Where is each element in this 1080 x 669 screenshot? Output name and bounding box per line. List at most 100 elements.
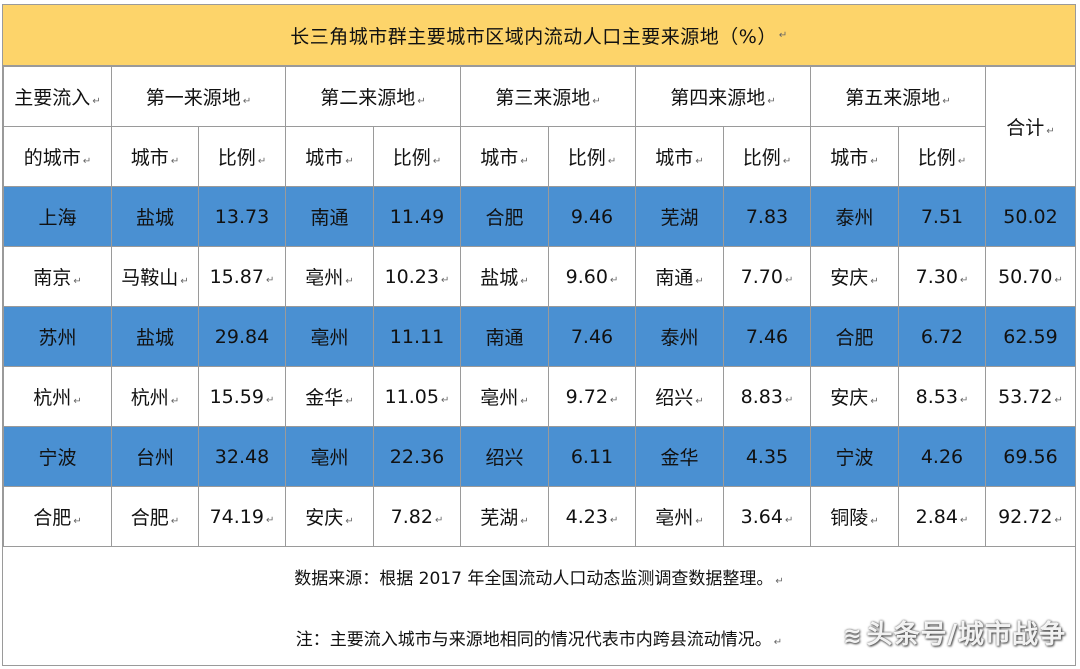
header-row-1: 主要流入 ↵ 第一来源地 ↵ 第二来源地 ↵ 第三来源地 ↵ 第四来源地 ↵ 第五来源地 ↵… xyxy=(3,66,1076,187)
header-source-5: 第五来源地 ↵ xyxy=(810,66,986,127)
table-row: 上海 盐城 13.73 南通 11.49 合肥 9.46 芜湖 7.83 泰州 7.51 50.02 xyxy=(3,186,1076,247)
subheader-ratio-3: 比例 ↵ xyxy=(548,126,636,187)
source-city-cell: 安庆 ↵ xyxy=(810,366,899,427)
source-city-cell: 安庆 ↵ xyxy=(285,486,374,547)
header-source-1: 第一来源地 ↵ xyxy=(111,66,286,127)
source-ratio-cell: 4.23 ↵ xyxy=(548,486,636,547)
table-row: 苏州 盐城 29.84 亳州 11.11 南通 7.46 泰州 7.46 合肥 6.72 62.59 xyxy=(3,306,1076,367)
source-city-cell: 盐城 xyxy=(111,306,199,367)
source-ratio-cell: 2.84 ↵ xyxy=(898,486,986,547)
table-footer: 数据来源：根据 2017 年全国流动人口动态监测调查数据整理。 ↵ 注：主要流入城… xyxy=(3,546,1075,665)
source-city-cell: 绍兴 ↵ xyxy=(635,366,724,427)
source-city-cell: 安庆 ↵ xyxy=(810,246,899,307)
data-table: 主要流入 ↵ 第一来源地 ↵ 第二来源地 ↵ 第三来源地 ↵ 第四来源地 ↵ 第五来源地 ↵… xyxy=(3,66,1076,547)
table-title-text: 长三角城市群主要城市区域内流动人口主要来源地（%） xyxy=(290,25,777,48)
footnote: 注：主要流入城市与来源地相同的情况代表市内跨县流动情况。 ↵ xyxy=(295,630,783,650)
source-city-cell: 铜陵 ↵ xyxy=(810,486,899,547)
watermark: ≋ 头条号/城市战争 xyxy=(843,614,1066,651)
header-total: 合计 ↵ xyxy=(985,66,1076,187)
header-row-2: 的城市 ↵ 城市 ↵ 比例 ↵ 城市 ↵ 比例 ↵ 城市 ↵ 比例 ↵ 城市 ↵ 比例 ↵ 城市 ↵ 比例 ↵ xyxy=(3,126,1076,187)
subheader-city-5: 城市 ↵ xyxy=(810,126,899,187)
source-ratio-cell: 15.87 ↵ xyxy=(198,246,286,307)
source-ratio-cell: 11.11 xyxy=(373,306,461,367)
source-ratio-cell: 9.46 xyxy=(548,186,636,247)
source-ratio-cell: 7.51 xyxy=(898,186,986,247)
source-city-cell: 亳州 ↵ xyxy=(285,246,374,307)
subheader-city-3: 城市 ↵ xyxy=(460,126,549,187)
source-ratio-cell: 9.60 ↵ xyxy=(548,246,636,307)
header-main-city-bottom: 的城市 ↵ xyxy=(3,126,112,187)
table-title: 长三角城市群主要城市区域内流动人口主要来源地（%） ↵ xyxy=(3,5,1075,66)
source-city-cell: 合肥 ↵ xyxy=(111,486,199,547)
source-ratio-cell: 7.70 ↵ xyxy=(723,246,811,307)
subheader-city-4: 城市 ↵ xyxy=(635,126,724,187)
subheader-city-1: 城市 ↵ xyxy=(111,126,199,187)
source-city-cell: 泰州 xyxy=(810,186,899,247)
table-row: 杭州 ↵ 杭州 ↵ 15.59 ↵ 金华 ↵ 11.05 ↵ 亳州 ↵ 9.72 ↵ 绍兴 ↵ 8.83 ↵ 安庆 ↵… xyxy=(3,366,1076,427)
table-row: 合肥 ↵ 合肥 ↵ 74.19 ↵ 安庆 ↵ 7.82 ↵ 芜湖 ↵ 4.23 ↵ 亳州 ↵ 3.64 ↵ 铜陵 ↵ 2… xyxy=(3,486,1076,547)
source-city-cell: 泰州 xyxy=(635,306,724,367)
destination-city-cell: 苏州 xyxy=(3,306,112,367)
source-ratio-cell: 4.26 xyxy=(898,426,986,487)
source-city-cell: 马鞍山 ↵ xyxy=(111,246,199,307)
watermark-text: 头条号/城市战争 xyxy=(866,620,1066,650)
source-ratio-cell: 7.83 xyxy=(723,186,811,247)
source-city-cell: 南通 xyxy=(460,306,549,367)
source-ratio-cell: 13.73 xyxy=(198,186,286,247)
source-ratio-cell: 11.49 xyxy=(373,186,461,247)
total-cell: 53.72 ↵ xyxy=(985,366,1076,427)
subheader-ratio-5: 比例 ↵ xyxy=(898,126,986,187)
source-ratio-cell: 10.23 ↵ xyxy=(373,246,461,307)
source-city-cell: 亳州 xyxy=(285,426,374,487)
subheader-city-2: 城市 ↵ xyxy=(285,126,374,187)
destination-city-cell: 上海 xyxy=(3,186,112,247)
source-ratio-cell: 74.19 ↵ xyxy=(198,486,286,547)
source-ratio-cell: 6.11 xyxy=(548,426,636,487)
source-city-cell: 亳州 ↵ xyxy=(460,366,549,427)
source-city-cell: 金华 xyxy=(635,426,724,487)
table-frame: 长三角城市群主要城市区域内流动人口主要来源地（%） ↵ 主要流入 ↵ 第一来源地 ↵ … xyxy=(2,4,1076,666)
source-city-cell: 合肥 xyxy=(460,186,549,247)
total-cell: 50.02 xyxy=(985,186,1076,247)
total-cell: 62.59 xyxy=(985,306,1076,367)
source-city-cell: 亳州 xyxy=(285,306,374,367)
table-row: 南京 ↵ 马鞍山 ↵ 15.87 ↵ 亳州 ↵ 10.23 ↵ 盐城 ↵ 9.60 ↵ 南通 ↵ 7.70 ↵ 安庆… xyxy=(3,246,1076,307)
source-city-cell: 亳州 ↵ xyxy=(635,486,724,547)
source-city-cell: 合肥 xyxy=(810,306,899,367)
source-ratio-cell: 7.82 ↵ xyxy=(373,486,461,547)
destination-city-cell: 南京 ↵ xyxy=(3,246,112,307)
source-city-cell: 南通 ↵ xyxy=(635,246,724,307)
destination-city-cell: 杭州 ↵ xyxy=(3,366,112,427)
source-ratio-cell: 8.53 ↵ xyxy=(898,366,986,427)
source-city-cell: 盐城 xyxy=(111,186,199,247)
source-city-cell: 金华 ↵ xyxy=(285,366,374,427)
total-cell: 92.72 ↵ xyxy=(985,486,1076,547)
header-main-city-top: 主要流入 ↵ xyxy=(3,66,112,127)
fish-logo-icon: ≋ xyxy=(843,624,863,649)
source-ratio-cell: 8.83 ↵ xyxy=(723,366,811,427)
total-cell: 50.70 ↵ xyxy=(985,246,1076,307)
source-city-cell: 盐城 ↵ xyxy=(460,246,549,307)
source-ratio-cell: 9.72 ↵ xyxy=(548,366,636,427)
source-ratio-cell: 11.05 ↵ xyxy=(373,366,461,427)
source-ratio-cell: 32.48 xyxy=(198,426,286,487)
total-cell: 69.56 xyxy=(985,426,1076,487)
source-city-cell: 南通 xyxy=(285,186,374,247)
subheader-ratio-1: 比例 ↵ xyxy=(198,126,286,187)
source-city-cell: 芜湖 ↵ xyxy=(460,486,549,547)
source-city-cell: 宁波 xyxy=(810,426,899,487)
header-source-3: 第三来源地 ↵ xyxy=(460,66,636,127)
data-source-note: 数据来源：根据 2017 年全国流动人口动态监测调查数据整理。 ↵ xyxy=(294,569,784,589)
source-city-cell: 台州 xyxy=(111,426,199,487)
source-ratio-cell: 7.46 xyxy=(548,306,636,367)
source-ratio-cell: 6.72 xyxy=(898,306,986,367)
source-ratio-cell: 4.35 xyxy=(723,426,811,487)
header-source-4: 第四来源地 ↵ xyxy=(635,66,811,127)
source-ratio-cell: 7.46 xyxy=(723,306,811,367)
source-ratio-cell: 22.36 xyxy=(373,426,461,487)
source-city-cell: 芜湖 xyxy=(635,186,724,247)
source-ratio-cell: 15.59 ↵ xyxy=(198,366,286,427)
source-ratio-cell: 29.84 xyxy=(198,306,286,367)
header-source-2: 第二来源地 ↵ xyxy=(285,66,461,127)
source-city-cell: 杭州 ↵ xyxy=(111,366,199,427)
